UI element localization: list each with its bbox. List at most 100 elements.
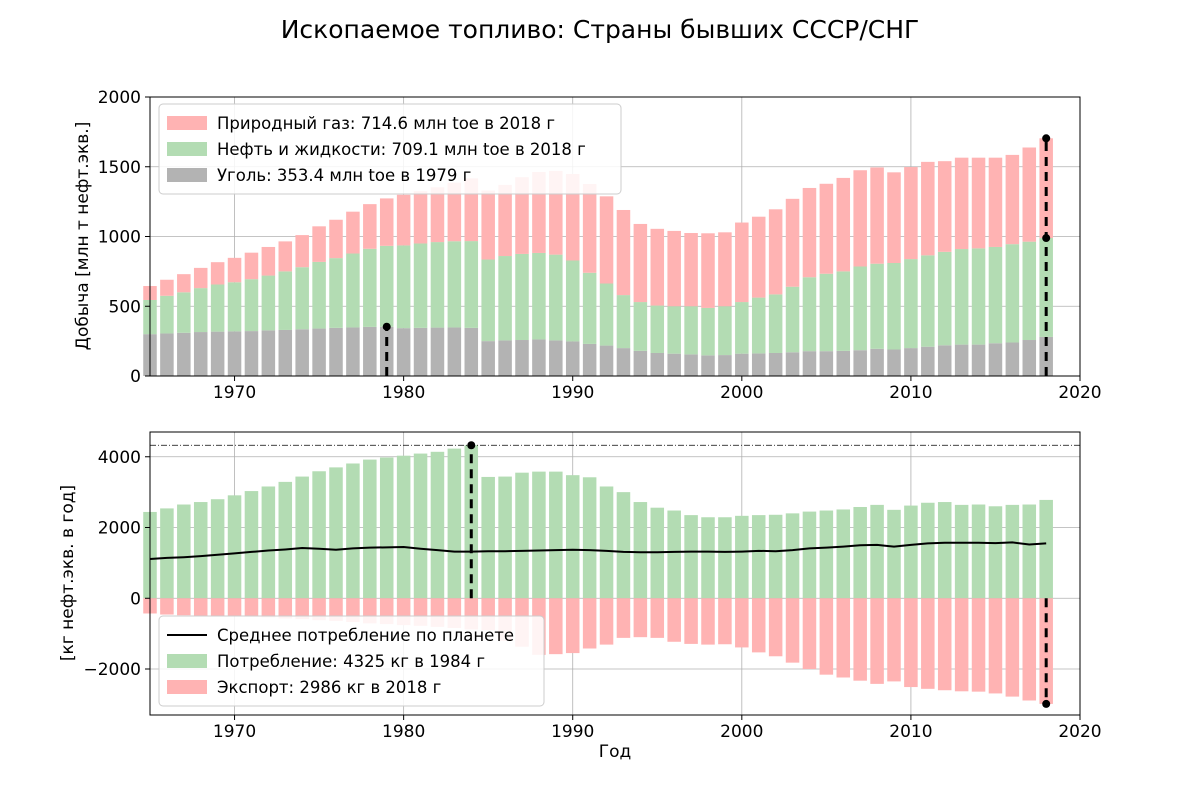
production-bar-coal — [193, 332, 208, 376]
production-bar-oil — [751, 297, 766, 354]
production-legend: Природный газ: 714.6 млн toe в 2018 г Неф… — [158, 103, 622, 195]
export-bar — [329, 598, 343, 621]
production-xtick-label: 2000 — [720, 383, 763, 403]
consumption-bar — [160, 508, 174, 599]
production-ytick-label: 1500 — [98, 158, 141, 178]
production-bar-oil — [549, 254, 563, 341]
production-bars — [143, 138, 1053, 376]
consumption-marker-dot — [1042, 699, 1051, 708]
production-bar-oil — [667, 306, 681, 354]
production-markers — [382, 134, 1051, 376]
production-bar-gas — [379, 198, 394, 246]
export-bar — [954, 598, 969, 692]
production-bar-oil — [937, 251, 952, 346]
production-bar-coal — [904, 348, 918, 376]
export-bar — [735, 598, 749, 648]
consumption-bar — [379, 457, 394, 599]
production-bar-oil — [447, 241, 462, 328]
consumption-bar — [836, 509, 851, 599]
production-bar-gas — [261, 246, 276, 276]
export-bar — [921, 598, 935, 689]
production-bar-oil — [582, 272, 597, 344]
export-bar — [177, 598, 191, 616]
consumption-bar — [599, 486, 614, 599]
world-average-line — [149, 541, 1047, 560]
consumption-legend: Среднее потребление по планете Потреблени… — [158, 615, 545, 707]
production-bar-gas — [447, 182, 462, 242]
production-marker-dot — [382, 322, 391, 331]
production-bar-oil — [616, 295, 631, 349]
consumption-bar — [312, 471, 326, 599]
production-bar-gas — [921, 161, 935, 256]
consumption-ytick-label: −2000 — [83, 660, 141, 680]
production-bar-coal — [227, 331, 242, 376]
production-bar-gas — [904, 167, 918, 260]
production-bar-gas — [718, 232, 732, 307]
production-bar-gas — [312, 226, 326, 262]
production-bar-coal — [160, 333, 174, 376]
consumption-bar — [684, 515, 698, 599]
production-bar-gas — [430, 187, 445, 243]
production-bar-oil — [819, 273, 834, 352]
consumption-bar — [278, 481, 293, 599]
production-bar-coal — [954, 344, 969, 376]
production-bar-gas — [633, 223, 648, 303]
consumption-bar — [346, 463, 360, 599]
production-bar-coal — [870, 348, 884, 376]
consumption-bar — [396, 455, 411, 599]
consumption-bar — [802, 511, 817, 599]
consumption-xtick-label: 2000 — [720, 722, 763, 742]
export-bar — [684, 598, 698, 644]
production-bar-oil — [887, 263, 901, 350]
production-legend-swatch — [167, 142, 207, 156]
consumption-bars — [143, 444, 1080, 704]
consumption-bar — [819, 510, 834, 599]
export-bar — [193, 598, 208, 616]
production-bar-coal — [616, 348, 631, 376]
production-ylabel: Добыча [млн т нефт.экв.] — [73, 122, 93, 351]
consumption-bar — [329, 467, 343, 599]
production-bar-gas — [413, 191, 428, 244]
production-bar-gas — [667, 230, 681, 307]
export-bar — [988, 598, 1003, 694]
production-bar-oil — [498, 256, 512, 341]
production-bar-coal — [447, 327, 462, 376]
production-bar-gas — [819, 183, 834, 274]
consumption-bar — [954, 504, 969, 599]
production-bar-oil — [718, 306, 732, 356]
export-bar — [312, 598, 326, 621]
production-bar-gas — [988, 157, 1003, 247]
production-bar-coal — [430, 327, 445, 376]
consumption-bar — [261, 486, 276, 599]
production-bar-coal — [599, 345, 614, 376]
production-bar-gas — [701, 233, 715, 308]
consumption-bar — [616, 492, 631, 599]
consumption-legend-label: Среднее потребление по планете — [217, 626, 514, 645]
production-bar-coal — [244, 331, 259, 376]
production-bar-oil — [346, 253, 360, 328]
export-bar — [210, 598, 225, 616]
consumption-bar — [870, 504, 884, 599]
consumption-bar — [1039, 499, 1053, 599]
production-bar-oil — [312, 261, 326, 329]
export-bar — [549, 598, 563, 655]
export-bar — [650, 598, 665, 638]
production-bar-gas — [836, 177, 851, 272]
production-bar-coal — [684, 354, 698, 376]
production-bar-gas — [346, 211, 360, 254]
consumption-axes-frame — [149, 431, 1081, 716]
production-bar-oil — [193, 288, 208, 333]
production-bar-coal — [802, 351, 817, 376]
production-bar-gas — [160, 279, 174, 296]
production-bar-oil — [988, 246, 1003, 344]
consumption-bar — [582, 477, 597, 599]
production-bar-gas — [802, 187, 817, 278]
production-ticks: 1970 1980 1990 2000 2010 2020 0 500 1000 1500 2000 — [98, 88, 1102, 403]
production-chart: 1970 1980 1990 2000 2010 2020 0 500 1000 1500 2000… — [73, 88, 1102, 403]
production-bar-oil — [785, 286, 800, 353]
consumption-bar — [244, 491, 259, 599]
production-bar-gas — [870, 167, 884, 264]
production-bar-oil — [532, 252, 546, 340]
export-bar — [278, 598, 293, 619]
